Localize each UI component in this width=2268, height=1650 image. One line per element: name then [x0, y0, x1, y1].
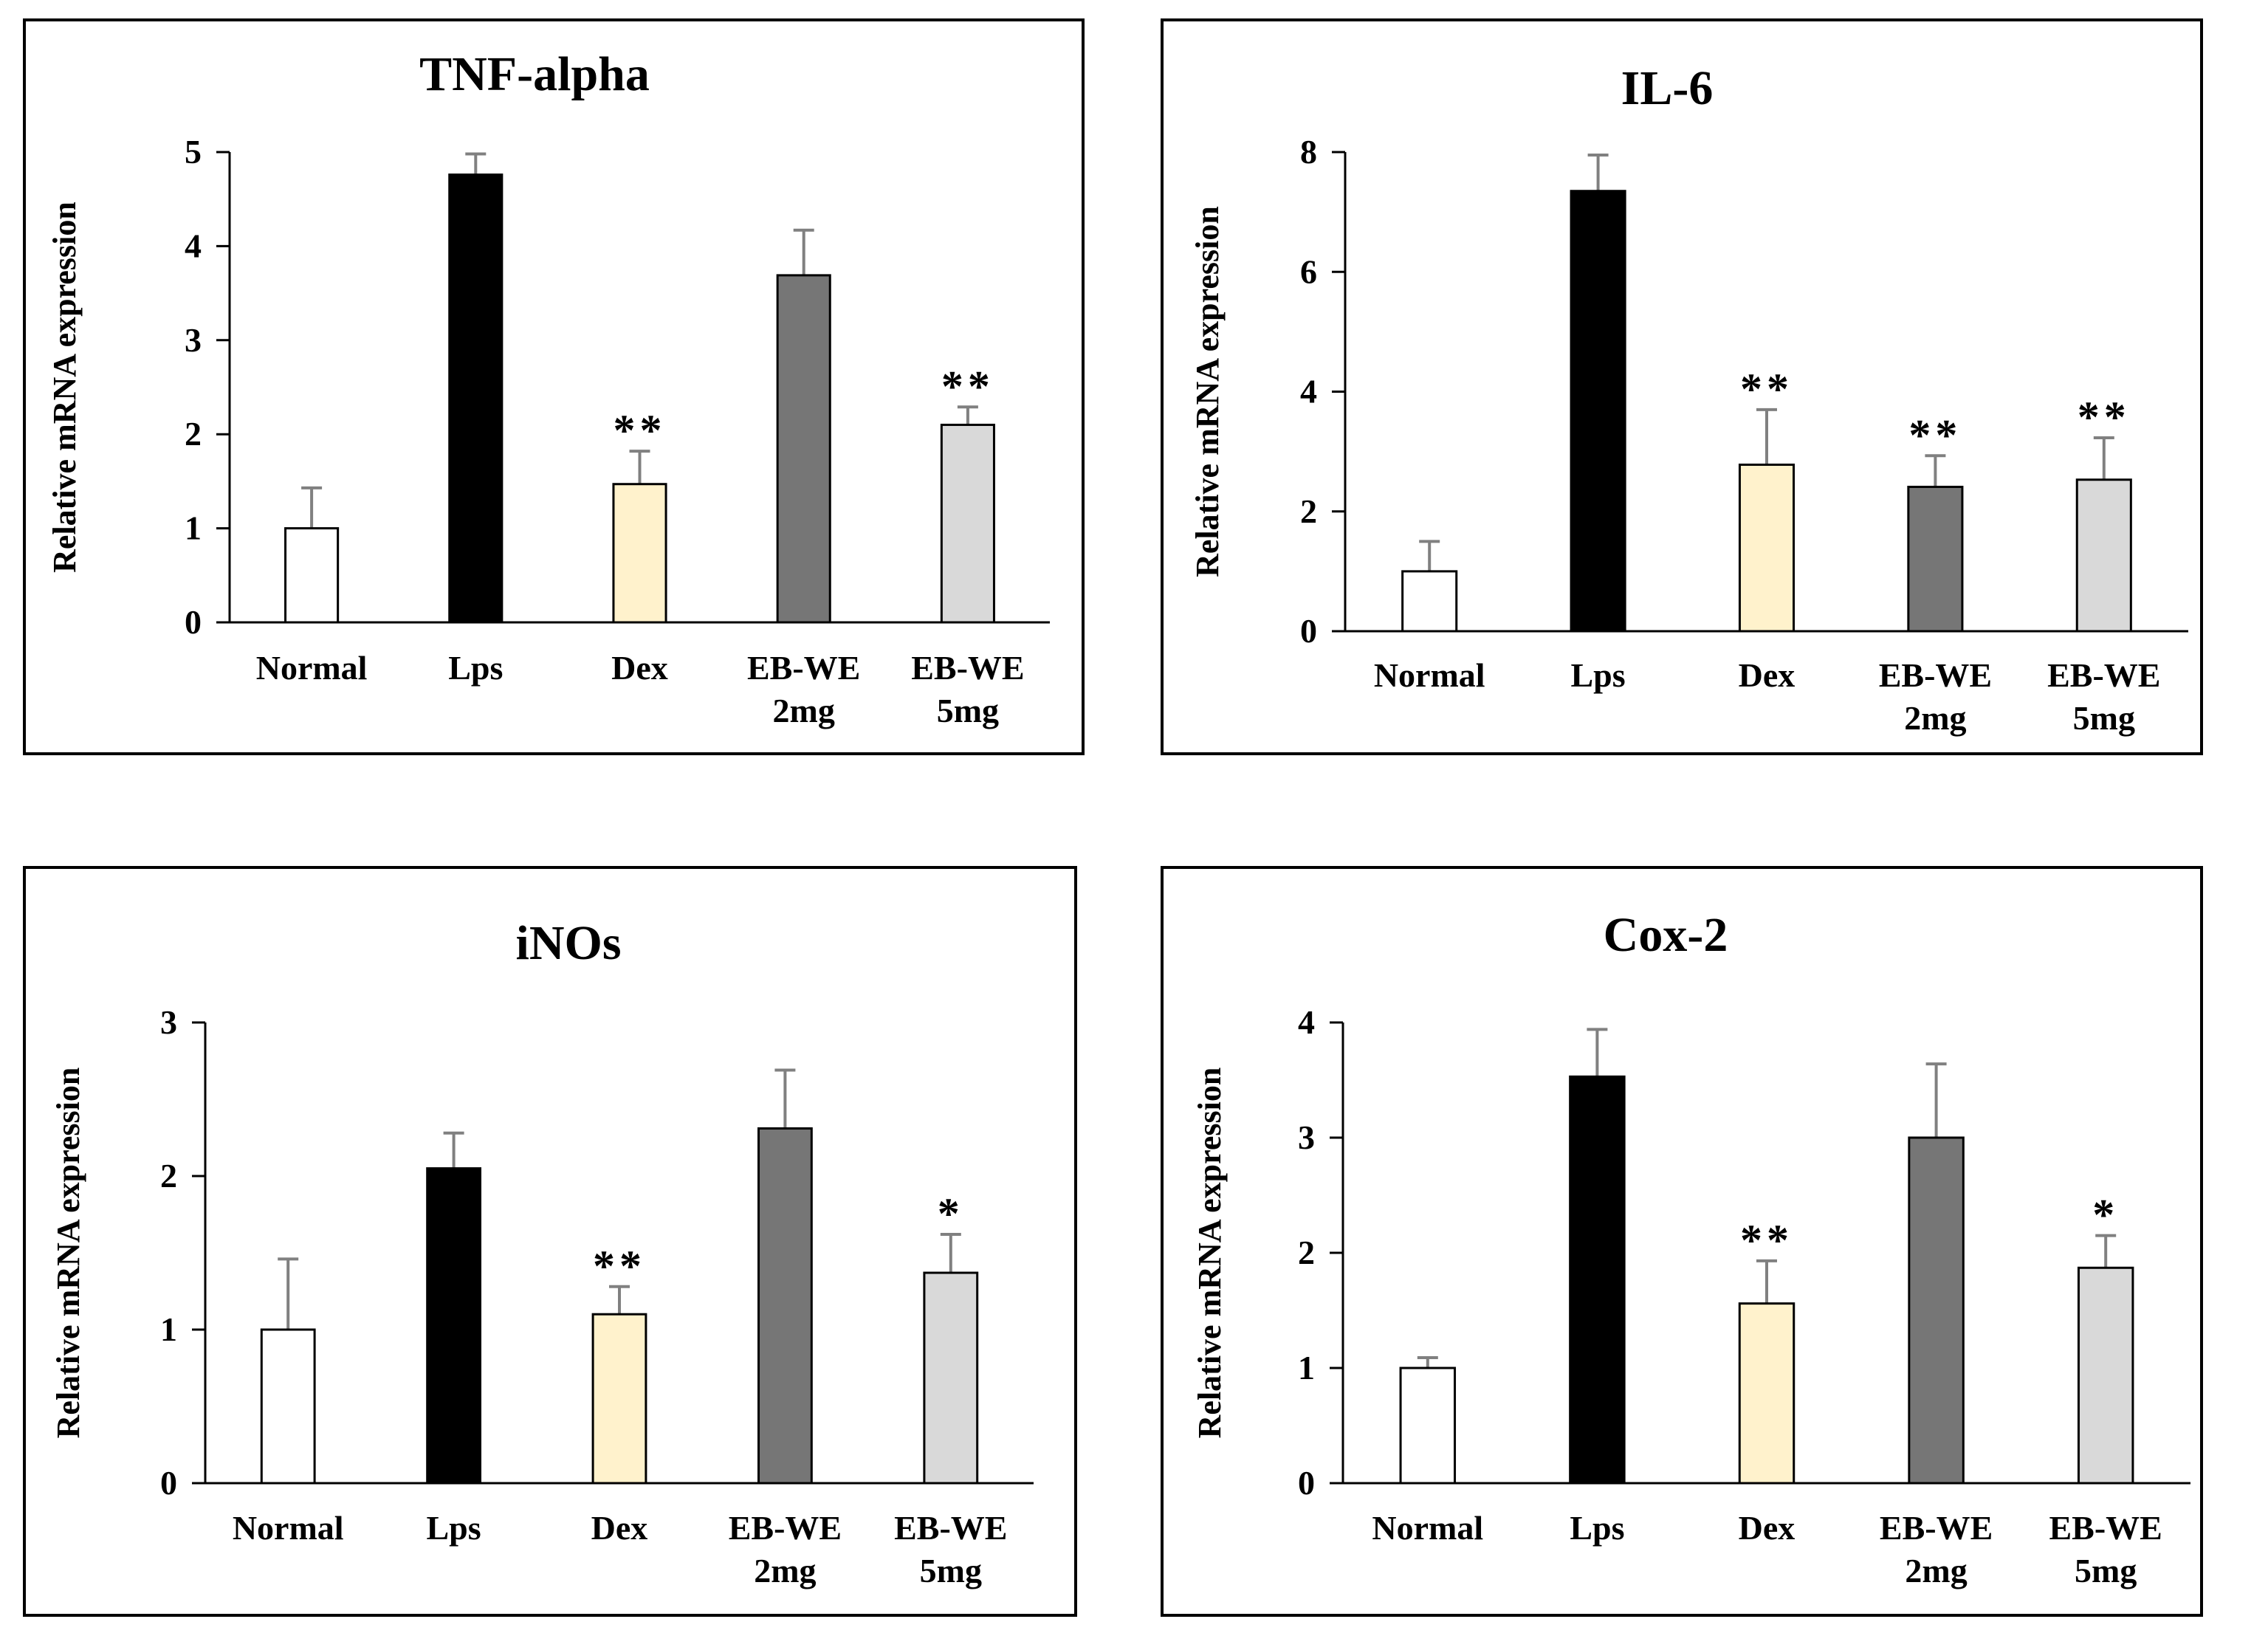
y-tick-label: 8	[1300, 133, 1317, 171]
x-tick-label: Normal	[1374, 656, 1485, 694]
chart-title: iNOs	[515, 916, 621, 970]
x-tick-label: EB-WE	[2049, 1509, 2162, 1547]
bar	[612, 483, 667, 624]
y-axis-label: Relative mRNA expression	[1192, 1068, 1228, 1439]
x-tick-label: 2mg	[754, 1552, 816, 1589]
significance-marker: **	[1908, 410, 1962, 459]
bar	[260, 1328, 316, 1485]
significance-marker: **	[1740, 1216, 1793, 1265]
y-tick-label: 1	[185, 509, 202, 547]
chart-inos: iNOs Relative mRNA expression 0 1 2 3 Normal Lp…	[23, 866, 1077, 1617]
x-tick-label: 5mg	[2073, 699, 2135, 737]
x-tick-label: Normal	[233, 1509, 344, 1547]
significance-marker: **	[1740, 365, 1793, 413]
chart-frame	[23, 18, 1085, 755]
y-tick-label: 2	[185, 415, 202, 453]
x-tick-label: EB-WE	[729, 1509, 842, 1547]
x-tick-label: 5mg	[937, 692, 999, 729]
chart-frame	[23, 866, 1077, 1617]
y-tick-label: 5	[185, 133, 202, 171]
significance-marker: **	[593, 1242, 646, 1290]
y-tick-label: 2	[1298, 1234, 1315, 1271]
bar	[940, 423, 995, 624]
x-tick-label: Dex	[1739, 656, 1796, 694]
bar	[776, 274, 831, 624]
significance-marker: **	[614, 406, 667, 455]
x-tick-label: Dex	[611, 649, 668, 687]
y-tick-label: 0	[185, 603, 202, 641]
bar	[448, 173, 504, 624]
y-tick-label: 4	[185, 227, 202, 264]
chart-il-6: IL-6 Relative mRNA expression 0 2 4 6 8 Normal L…	[1161, 18, 2203, 755]
chart-title: Cox-2	[1604, 908, 1728, 962]
bar	[284, 527, 340, 624]
y-tick-label: 3	[185, 321, 202, 359]
y-axis-label: Relative mRNA expression	[50, 1068, 86, 1439]
bar	[2077, 1266, 2134, 1485]
x-tick-label: 2mg	[1905, 1552, 1967, 1589]
x-tick-label: EB-WE	[747, 649, 860, 687]
y-tick-label: 3	[160, 1003, 177, 1041]
x-tick-label: EB-WE	[894, 1509, 1007, 1547]
bar	[1570, 190, 1626, 633]
x-tick-label: Normal	[256, 649, 368, 687]
bar	[1738, 463, 1796, 633]
chart-cox-2: Cox-2 Relative mRNA expression 0 1 2 3 4 Normal…	[1161, 866, 2203, 1617]
bar	[1907, 485, 1964, 633]
x-tick-label: 5mg	[920, 1552, 982, 1589]
chart-title: TNF-alpha	[419, 47, 650, 101]
bar	[426, 1167, 482, 1485]
x-tick-label: 2mg	[773, 692, 835, 729]
chart-frame	[1161, 18, 2203, 755]
x-tick-label: Dex	[591, 1509, 648, 1547]
x-tick-label: Lps	[1570, 1509, 1624, 1547]
x-tick-label: Normal	[1372, 1509, 1483, 1547]
x-tick-label: EB-WE	[1879, 656, 1992, 694]
significance-marker: **	[2078, 393, 2131, 441]
y-tick-label: 1	[1298, 1349, 1315, 1386]
bar	[591, 1313, 647, 1485]
y-tick-label: 0	[160, 1464, 177, 1502]
x-tick-label: Lps	[427, 1509, 481, 1547]
y-tick-label: 3	[1298, 1118, 1315, 1156]
bar	[1401, 570, 1458, 633]
y-tick-label: 2	[1300, 492, 1317, 530]
y-tick-label: 2	[160, 1157, 177, 1194]
x-tick-label: Lps	[448, 649, 503, 687]
x-tick-label: 2mg	[1904, 699, 1966, 737]
bar	[2075, 478, 2132, 633]
chart-tnf-alpha: TNF-alpha Relative mRNA expression 0 1 2 3 4 5 N…	[23, 18, 1085, 755]
bar	[1399, 1367, 1457, 1485]
x-tick-label: Lps	[1571, 656, 1626, 694]
x-tick-label: 5mg	[2075, 1552, 2137, 1589]
y-axis-label: Relative mRNA expression	[47, 202, 83, 573]
bar	[923, 1271, 979, 1485]
y-tick-label: 0	[1298, 1464, 1315, 1502]
x-tick-label: EB-WE	[2047, 656, 2160, 694]
y-tick-label: 4	[1298, 1003, 1315, 1041]
bar	[1569, 1075, 1626, 1485]
chart-title: IL-6	[1621, 61, 1714, 115]
bar	[1908, 1136, 1965, 1485]
bar	[1738, 1302, 1796, 1485]
y-axis-label: Relative mRNA expression	[1189, 206, 1226, 577]
y-tick-label: 6	[1300, 252, 1317, 290]
bar	[757, 1127, 813, 1485]
y-tick-label: 4	[1300, 373, 1317, 410]
x-tick-label: Dex	[1739, 1509, 1796, 1547]
significance-marker: **	[941, 362, 994, 410]
x-tick-label: EB-WE	[1880, 1509, 1993, 1547]
y-tick-label: 1	[160, 1310, 177, 1348]
x-tick-label: EB-WE	[911, 649, 1024, 687]
y-tick-label: 0	[1300, 612, 1317, 650]
significance-marker: *	[2092, 1191, 2119, 1240]
significance-marker: *	[938, 1189, 964, 1238]
chart-frame	[1161, 866, 2203, 1617]
